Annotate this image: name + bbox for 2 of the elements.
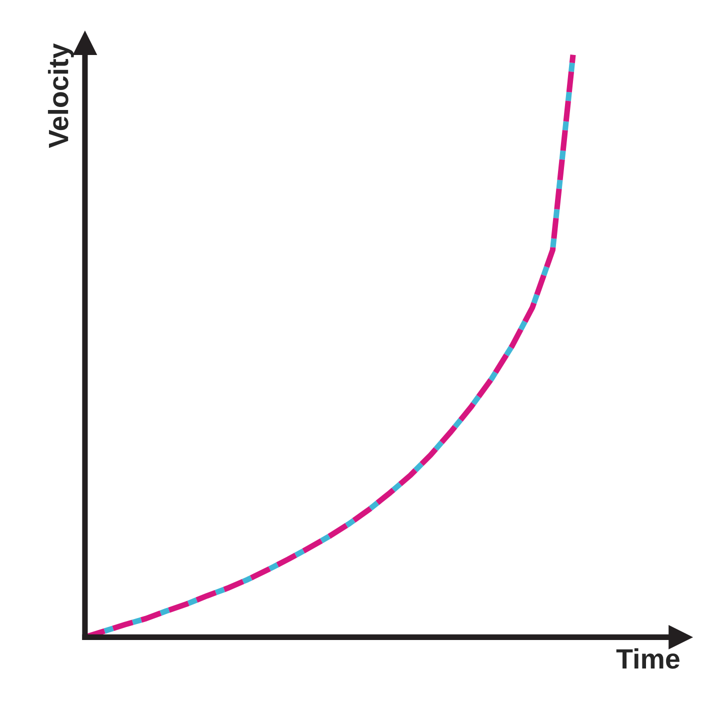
x-axis-title: Time <box>616 648 680 669</box>
y-axis-title: Velocity <box>48 43 74 148</box>
